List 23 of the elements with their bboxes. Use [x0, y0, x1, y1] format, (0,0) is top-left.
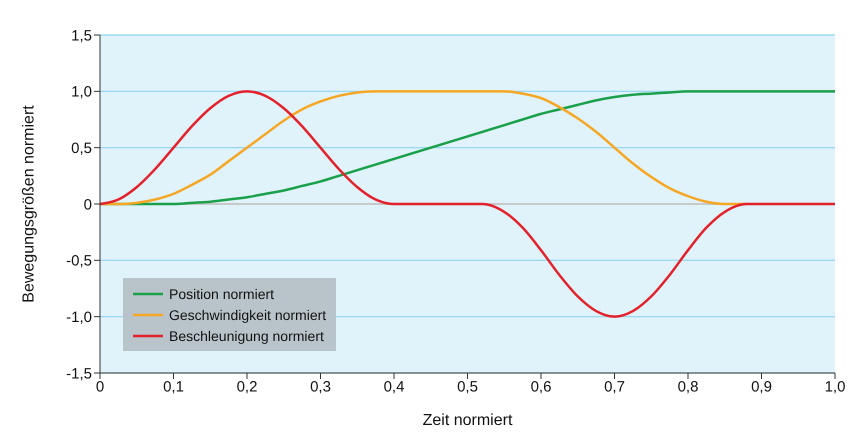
x-tick-label: 0,1: [163, 378, 184, 396]
x-tick-label: 1,0: [824, 378, 846, 396]
y-tick-label: -0,5: [66, 252, 92, 270]
x-tick-label: 0,3: [310, 378, 331, 396]
x-tick-label: 0,5: [457, 378, 478, 396]
y-axis-title: Bewegungsgrößen normiert: [20, 104, 38, 303]
x-tick-label: 0,4: [384, 378, 404, 396]
y-tick-label: 1,0: [71, 84, 92, 101]
x-tick-label: 0: [96, 378, 104, 396]
x-tick-label: 0,7: [604, 378, 625, 396]
x-tick-label: 0,9: [751, 378, 772, 396]
legend-label: Position normiert: [169, 286, 274, 302]
y-tick-label: -1,5: [66, 365, 92, 382]
y-tick-label: 0: [84, 196, 92, 214]
y-tick-label: 0,5: [71, 140, 92, 157]
x-tick-label: 0,6: [530, 378, 552, 396]
x-tick-label: 0,2: [236, 378, 258, 396]
legend-label: Beschleunigung normiert: [169, 328, 324, 344]
y-tick-label: -1,0: [66, 308, 92, 326]
y-tick-label: 1,5: [71, 27, 92, 44]
legend-label: Geschwindigkeit normiert: [169, 306, 326, 322]
x-tick-label: 0,8: [678, 378, 698, 396]
x-axis-title: Zeit normiert: [422, 412, 513, 429]
